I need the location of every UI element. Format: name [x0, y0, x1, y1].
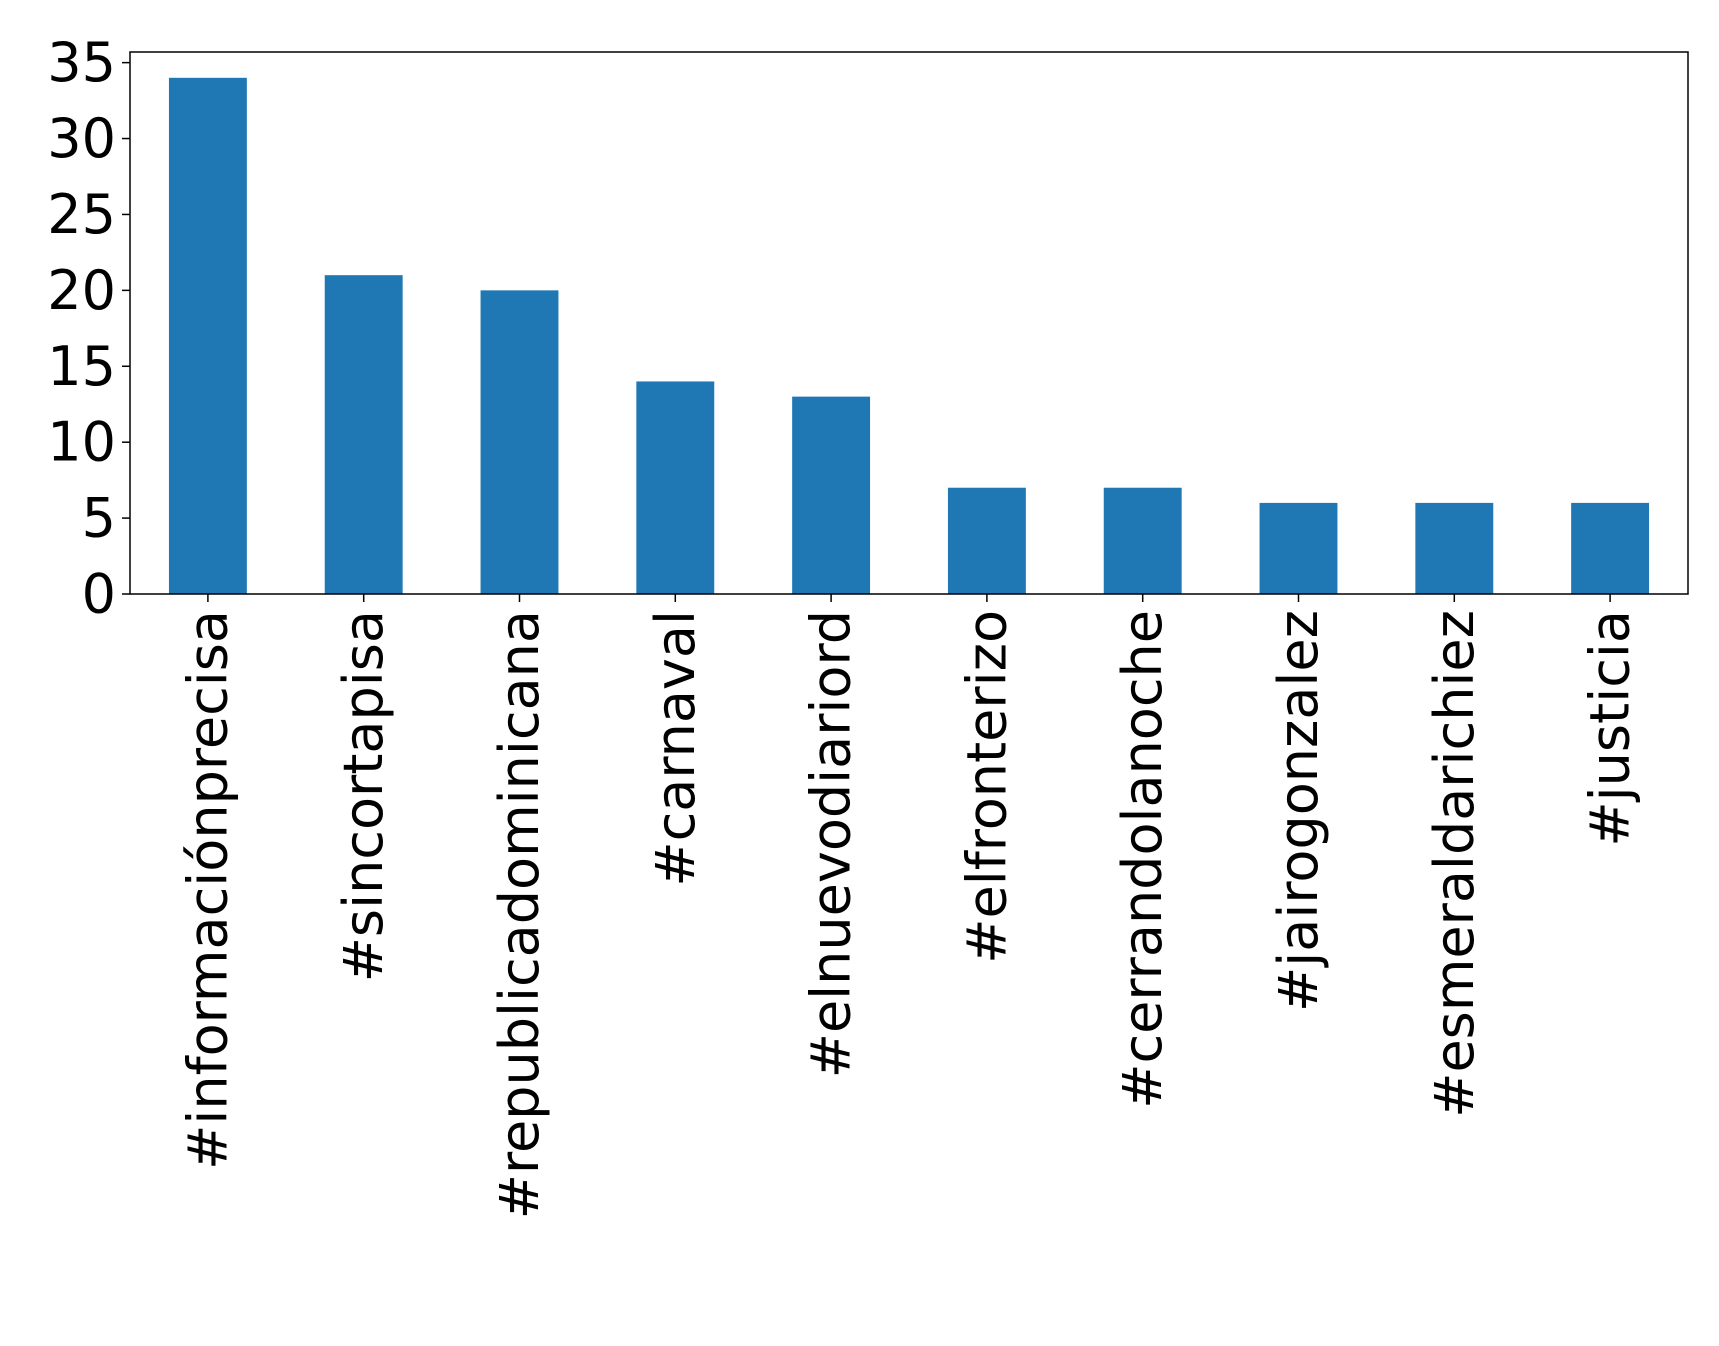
- bar-5: [947, 487, 1026, 594]
- bar-6: [1103, 487, 1182, 594]
- bar-0: [168, 77, 247, 595]
- y-tick-label-2: 10: [47, 411, 116, 474]
- bar-7: [1259, 502, 1338, 594]
- bar-3: [636, 381, 715, 594]
- x-tick-label-6: #cerrandolanoche: [1111, 610, 1174, 1109]
- x-tick-label-7: #jairogonzalez: [1267, 610, 1330, 1012]
- x-tick-label-5: #elfronterizo: [955, 610, 1018, 964]
- plot-frame: [129, 51, 1689, 595]
- bar-8: [1415, 502, 1494, 594]
- bar-2: [480, 290, 559, 594]
- y-tick-label-1: 5: [82, 487, 116, 550]
- x-tick-label-9: #justicia: [1579, 610, 1642, 847]
- bar-4: [792, 396, 871, 594]
- x-tick-label-8: #esmeraldarichiez: [1423, 610, 1486, 1118]
- y-tick-label-4: 20: [47, 259, 116, 322]
- x-axis-ticks: #informaciónprecisa #sincortapisa #republi…: [176, 594, 1642, 1219]
- y-tick-label-6: 30: [47, 107, 116, 170]
- x-tick-label-3: #carnaval: [644, 610, 707, 887]
- y-tick-label-7: 35: [47, 31, 116, 94]
- y-axis-ticks: 0 5 10 15 20 25 30 35: [47, 31, 130, 626]
- y-tick-label-0: 0: [82, 563, 116, 626]
- y-tick-label-3: 15: [47, 335, 116, 398]
- bars-layer: [168, 77, 1650, 595]
- x-tick-label-0: #informaciónprecisa: [176, 610, 239, 1170]
- y-tick-label-5: 25: [47, 183, 116, 246]
- x-tick-label-2: #republicadominicana: [488, 610, 551, 1219]
- x-tick-label-1: #sincortapisa: [332, 610, 395, 982]
- bar-1: [324, 275, 403, 594]
- bar-9: [1571, 502, 1650, 594]
- x-tick-label-4: #elnuevodiariord: [800, 610, 863, 1078]
